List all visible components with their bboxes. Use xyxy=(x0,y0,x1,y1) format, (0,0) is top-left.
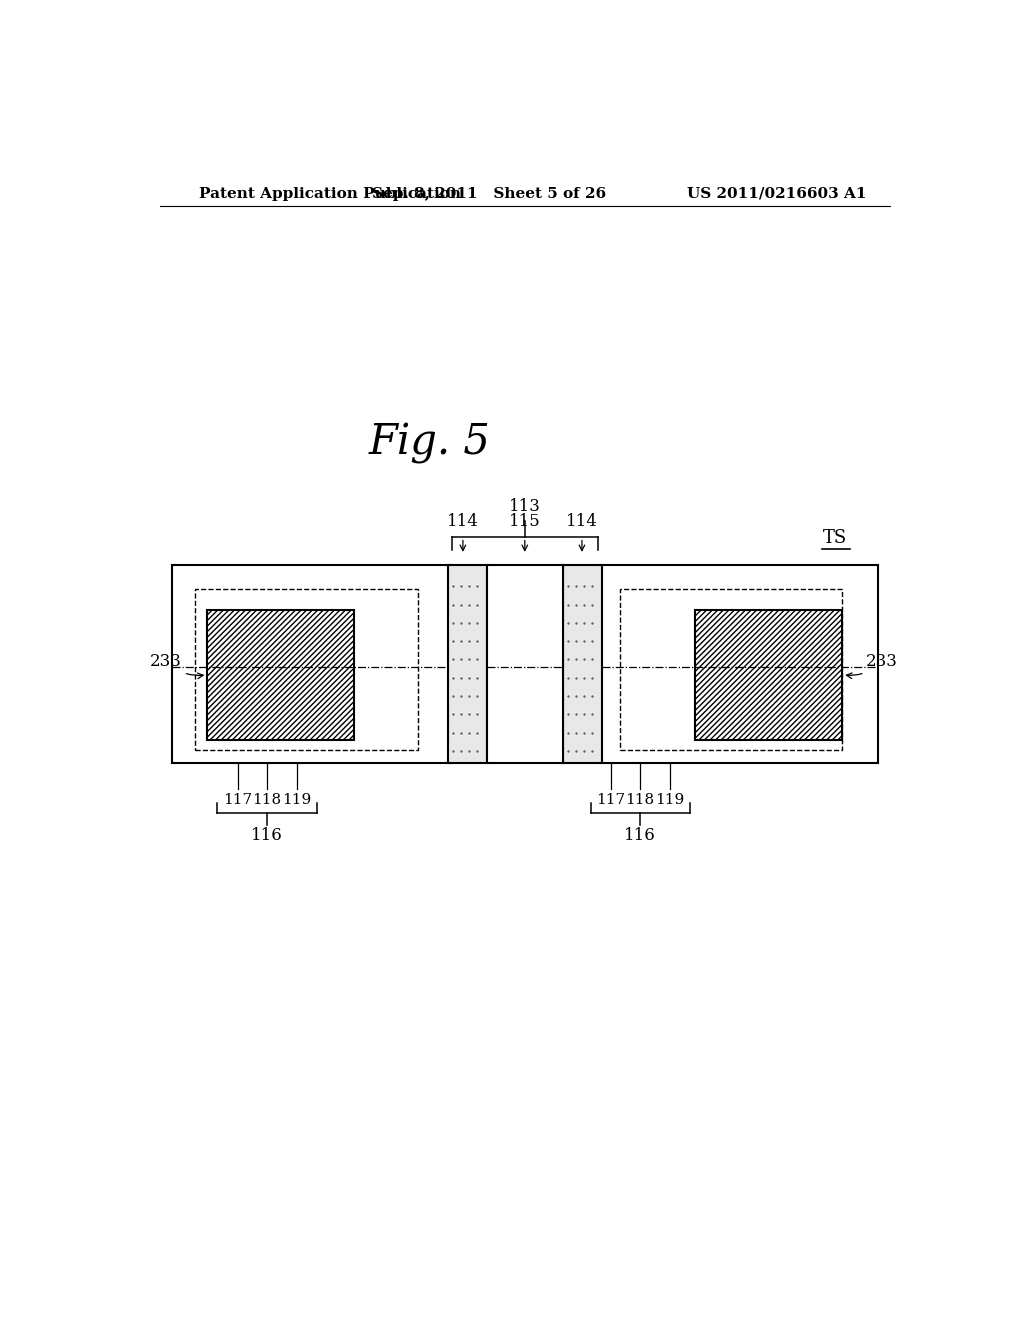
Text: Fig. 5: Fig. 5 xyxy=(369,422,490,465)
Bar xyxy=(172,565,454,763)
Bar xyxy=(196,589,418,750)
Text: 233: 233 xyxy=(847,653,898,678)
Bar xyxy=(695,610,842,739)
Text: TS: TS xyxy=(822,529,847,546)
Bar xyxy=(563,565,602,763)
Text: 117: 117 xyxy=(596,792,625,807)
Bar xyxy=(447,565,486,763)
Bar xyxy=(596,565,878,763)
Text: 118: 118 xyxy=(252,792,282,807)
Text: 117: 117 xyxy=(223,792,252,807)
Text: 118: 118 xyxy=(626,792,654,807)
Text: Sep. 8, 2011   Sheet 5 of 26: Sep. 8, 2011 Sheet 5 of 26 xyxy=(372,187,606,201)
Text: US 2011/0216603 A1: US 2011/0216603 A1 xyxy=(686,187,866,201)
Text: 119: 119 xyxy=(655,792,685,807)
Text: 116: 116 xyxy=(625,828,656,845)
Bar xyxy=(620,589,842,750)
Text: 114: 114 xyxy=(446,513,479,531)
Text: Patent Application Publication: Patent Application Publication xyxy=(200,187,462,201)
Text: 116: 116 xyxy=(251,828,283,845)
Text: 233: 233 xyxy=(151,653,203,678)
Bar xyxy=(486,565,563,763)
Bar xyxy=(207,610,354,739)
Text: 115: 115 xyxy=(509,513,541,531)
Text: 119: 119 xyxy=(283,792,311,807)
Text: 113: 113 xyxy=(509,498,541,515)
Text: 114: 114 xyxy=(566,513,598,531)
